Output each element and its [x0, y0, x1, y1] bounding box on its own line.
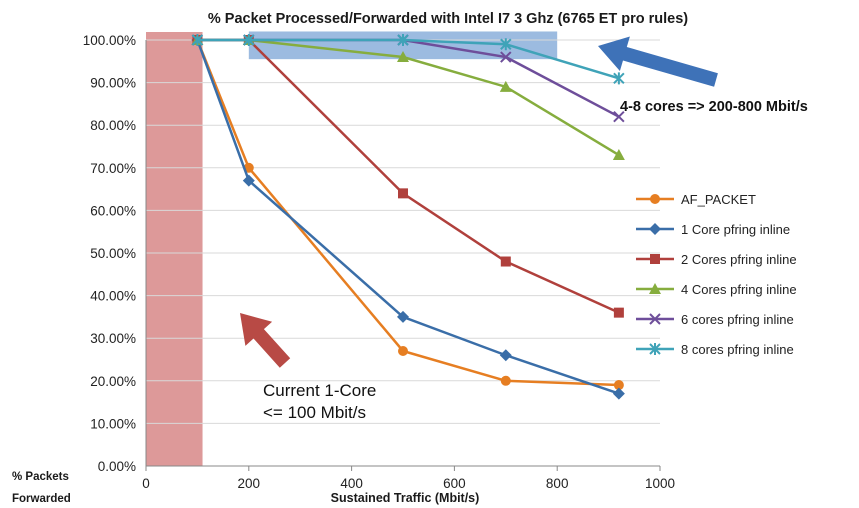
legend-marker	[649, 313, 661, 325]
x-tick-label: 0	[142, 476, 150, 491]
data-point	[500, 256, 511, 267]
y-tick-label: 20.00%	[90, 374, 136, 389]
legend-label: 8 cores pfring inline	[681, 342, 794, 357]
legend-marker	[649, 343, 661, 355]
data-point	[243, 34, 255, 46]
data-point	[613, 110, 625, 123]
y-tick-label: 30.00%	[90, 331, 136, 346]
y-tick-label: 100.00%	[83, 33, 136, 48]
data-point	[191, 34, 204, 46]
x-tick-label: 800	[546, 476, 569, 491]
chart-title: % Packet Processed/Forwarded with Intel …	[208, 11, 688, 27]
series-line	[197, 38, 620, 314]
annotation-current-core-line1: Current 1-Core	[263, 381, 376, 400]
annotation-multicore: 4-8 cores => 200-800 Mbit/s	[620, 99, 808, 115]
data-point	[397, 51, 409, 63]
legend-marker	[650, 254, 660, 264]
legend-label: 2 Cores pfring inline	[681, 252, 797, 267]
axes: 0.00% 10.00% 20.00% 30.00% 40.00% 50.00% 60.00…	[83, 33, 675, 491]
y-tick-label: 70.00%	[90, 161, 136, 176]
data-point	[613, 380, 624, 391]
data-point	[500, 375, 511, 386]
red-arrow	[240, 313, 291, 368]
annotation-current-core-line2: <= 100 Mbit/s	[263, 403, 366, 422]
legend-label: 1 Core pfring inline	[681, 222, 790, 237]
data-point	[242, 174, 255, 187]
legend-label: 6 cores pfring inline	[681, 312, 794, 327]
y-axis-title-line2: Forwarded	[12, 493, 71, 505]
x-tick-label: 1000	[645, 476, 675, 491]
red-highlight-region	[146, 32, 203, 466]
legend-label: AF_PACKET	[681, 192, 756, 207]
data-point	[499, 349, 512, 362]
series-layer	[191, 34, 625, 400]
x-axis-title: Sustained Traffic (Mbit/s)	[331, 491, 480, 505]
series-1	[191, 34, 625, 400]
y-tick-label: 10.00%	[90, 416, 136, 431]
data-point	[613, 307, 624, 318]
data-point	[397, 34, 409, 46]
legend: AF_PACKET 1 Core pfring inline 2 Cores pfr…	[636, 192, 797, 357]
highlight-regions	[146, 31, 558, 466]
x-tick-label: 400	[340, 476, 363, 491]
x-tick-label: 200	[238, 476, 261, 491]
data-point	[612, 149, 625, 161]
legend-marker	[649, 223, 661, 235]
data-point	[613, 72, 625, 85]
y-tick-label: 90.00%	[90, 76, 136, 91]
x-tick-label: 600	[443, 476, 466, 491]
data-point	[499, 80, 512, 92]
series-5	[191, 34, 625, 85]
y-tick-label: 40.00%	[90, 289, 136, 304]
data-point	[397, 310, 409, 323]
data-point	[612, 387, 625, 400]
data-point	[500, 51, 512, 63]
data-point	[398, 188, 408, 199]
legend-marker	[650, 194, 660, 204]
data-point	[500, 38, 512, 51]
blue-arrow	[598, 36, 718, 87]
legend-label: 4 Cores pfring inline	[681, 282, 797, 297]
y-tick-label: 80.00%	[90, 118, 136, 133]
y-tick-label: 0.00%	[98, 459, 136, 474]
annotation-arrows	[240, 36, 718, 368]
y-tick-label: 50.00%	[90, 246, 136, 261]
y-axis-title-line1: % Packets	[12, 471, 69, 483]
legend-marker	[649, 283, 661, 294]
data-point	[398, 345, 408, 356]
y-tick-label: 60.00%	[90, 203, 136, 218]
